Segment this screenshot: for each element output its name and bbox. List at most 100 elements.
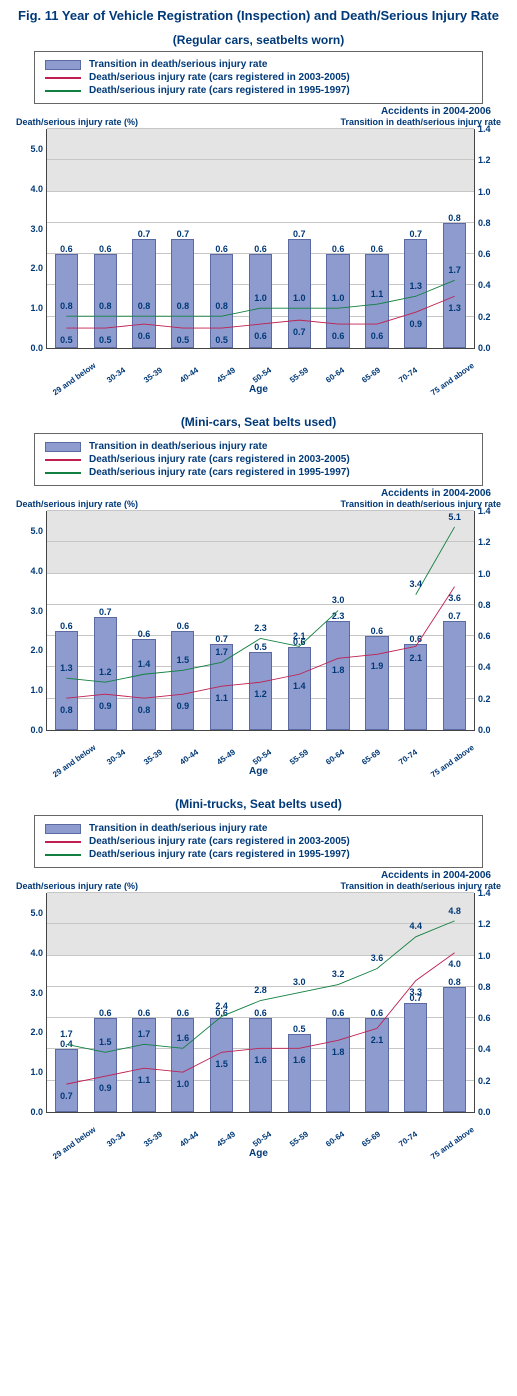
- line-new-value-label: 1.6: [254, 1055, 267, 1065]
- period-label: Accidents in 2004-2006: [14, 106, 503, 117]
- line-new-value-label: 2.1: [371, 1035, 384, 1045]
- line-old-value-label: 1.0: [293, 293, 306, 303]
- line-new-value-label: 0.5: [99, 335, 112, 345]
- line-old-value-label: 1.7: [448, 265, 461, 275]
- legend-item-bar: Transition in death/serious injury rate: [45, 58, 472, 71]
- charts-container: (Regular cars, seatbelts worn) Transition…: [0, 25, 517, 1171]
- line-old-value-label: 3.0: [293, 977, 306, 987]
- ytick-right: 0.4: [474, 1044, 491, 1054]
- ytick-right: 0.6: [474, 1013, 491, 1023]
- line-old-value-label: 1.5: [99, 1037, 112, 1047]
- line-new-value-label: 4.0: [448, 959, 461, 969]
- ytick-right: 0.8: [474, 982, 491, 992]
- line-new-value-label: 0.6: [254, 331, 267, 341]
- chart-subtitle: (Mini-cars, Seat belts used): [14, 407, 503, 433]
- line-new-value-label: 1.1: [138, 1075, 151, 1085]
- ytick-right: 0.8: [474, 218, 491, 228]
- ytick-left: 5.0: [30, 908, 47, 918]
- line-old-value-label: 1.6: [177, 1033, 190, 1043]
- line-new-value-label: 0.5: [177, 335, 190, 345]
- chart-block: (Regular cars, seatbelts worn)Transition…: [0, 25, 517, 407]
- ytick-right: 0.6: [474, 249, 491, 259]
- line-old-value-label: 2.3: [254, 623, 267, 633]
- legend-label: Transition in death/serious injury rate: [89, 59, 267, 70]
- line-new-value-label: 1.8: [332, 665, 345, 675]
- legend-label: Death/serious injury rate (cars register…: [89, 467, 350, 478]
- ytick-right: 1.0: [474, 187, 491, 197]
- legend-item-line-new: Death/serious injury rate (cars register…: [45, 71, 472, 84]
- figure-title: Fig. 11 Year of Vehicle Registration (In…: [0, 0, 517, 25]
- line-old-value-label: 1.3: [410, 281, 423, 291]
- plot-area: 0.01.02.03.04.05.00.00.20.40.60.81.01.21…: [46, 511, 475, 731]
- ytick-right: 0.8: [474, 600, 491, 610]
- line-old-value-label: 3.2: [332, 969, 345, 979]
- line-old-value-label: 1.1: [371, 289, 384, 299]
- ytick-right: 0.2: [474, 694, 491, 704]
- line-new-value-label: 0.9: [177, 701, 190, 711]
- ytick-left: 0.0: [30, 343, 47, 353]
- x-labels: 29 and below30-3435-3940-4445-4950-5455-…: [46, 1115, 475, 1124]
- line-new-value-label: 1.6: [293, 1055, 306, 1065]
- line-new-value-label: 0.9: [410, 319, 423, 329]
- ytick-left: 1.0: [30, 303, 47, 313]
- legend: Transition in death/serious injury rateD…: [34, 433, 483, 486]
- ytick-right: 0.6: [474, 631, 491, 641]
- legend-item-line-new: Death/serious injury rate (cars register…: [45, 453, 472, 466]
- legend-item-bar: Transition in death/serious injury rate: [45, 440, 472, 453]
- line-old-value-label: 3.0: [332, 595, 345, 605]
- plot-area: 0.01.02.03.04.05.00.00.20.40.60.81.01.21…: [46, 129, 475, 349]
- ytick-right: 1.4: [474, 124, 491, 134]
- swatch-line-new: [45, 77, 81, 79]
- legend-item-line-old: Death/serious injury rate (cars register…: [45, 848, 472, 861]
- legend: Transition in death/serious injury rate D…: [34, 815, 483, 868]
- swatch-line-new: [45, 459, 81, 461]
- legend-label: Death/serious injury rate (cars register…: [89, 72, 350, 83]
- line-old-value-label: 5.1: [448, 512, 461, 522]
- legend-item-line-old: Death/serious injury rate (cars register…: [45, 84, 472, 97]
- ytick-left: 3.0: [30, 224, 47, 234]
- legend: Transition in death/serious injury rate D…: [34, 51, 483, 104]
- line-new-value-label: 1.8: [332, 1047, 345, 1057]
- line-old-value-label: 1.3: [60, 663, 73, 673]
- ytick-left: 3.0: [30, 606, 47, 616]
- legend-label: Death/serious injury rate (cars register…: [89, 454, 350, 465]
- swatch-line-new: [45, 841, 81, 843]
- ytick-left: 1.0: [30, 685, 47, 695]
- ytick-left: 1.0: [30, 1067, 47, 1077]
- line-new-value-label: 3.6: [448, 593, 461, 603]
- line-new-value-label: 0.9: [99, 701, 112, 711]
- line-old-value-label: 1.7: [138, 1029, 151, 1039]
- ytick-right: 1.2: [474, 537, 491, 547]
- swatch-line-old: [45, 472, 81, 474]
- ytick-right: 0.0: [474, 725, 491, 735]
- line-old-value-label: 4.4: [410, 921, 423, 931]
- line-new-value-label: 0.8: [60, 705, 73, 715]
- swatch-bar: [45, 824, 81, 834]
- legend-item-bar: Transition in death/serious injury rate: [45, 822, 472, 835]
- line-old-value-label: 3.4: [410, 579, 423, 589]
- chart-block: (Mini-cars, Seat belts used)Transition i…: [0, 407, 517, 789]
- line-new-value-label: 0.7: [60, 1091, 73, 1101]
- ytick-left: 5.0: [30, 526, 47, 536]
- lines-overlay: [47, 129, 474, 348]
- period-label: Accidents in 2004-2006: [14, 488, 503, 499]
- line-new-value-label: 0.6: [332, 331, 345, 341]
- line-new-value-label: 0.5: [215, 335, 228, 345]
- line-new-value-label: 0.5: [60, 335, 73, 345]
- line-old-value-label: 2.8: [254, 985, 267, 995]
- line-old-value-label: 1.0: [332, 293, 345, 303]
- chart-subtitle: (Mini-trucks, Seat belts used): [14, 789, 503, 815]
- left-axis-title: Death/serious injury rate (%): [16, 117, 138, 127]
- line-old-value-label: 1.0: [254, 293, 267, 303]
- plot-area: 0.01.02.03.04.05.00.00.20.40.60.81.01.21…: [46, 893, 475, 1113]
- ytick-right: 0.4: [474, 280, 491, 290]
- chart-subtitle: (Regular cars, seatbelts worn): [14, 25, 503, 51]
- line-old-value-label: 0.8: [138, 301, 151, 311]
- left-axis-title: Death/serious injury rate (%): [16, 881, 138, 891]
- ytick-left: 4.0: [30, 948, 47, 958]
- x-labels: 29 and below30-3435-3940-4445-4950-5455-…: [46, 351, 475, 360]
- ytick-right: 1.0: [474, 569, 491, 579]
- ytick-right: 0.0: [474, 1107, 491, 1117]
- line-new-value-label: 0.8: [138, 705, 151, 715]
- line-old-value-label: 1.2: [99, 667, 112, 677]
